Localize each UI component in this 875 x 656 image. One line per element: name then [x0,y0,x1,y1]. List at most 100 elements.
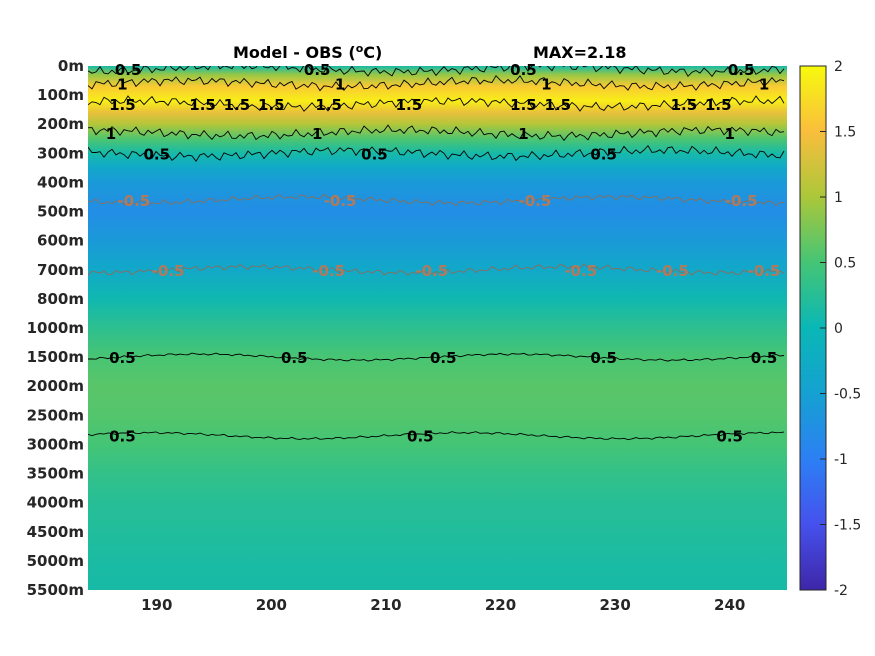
contour-label: 0.5 [109,428,136,446]
contour-label: 1.5 [671,96,698,114]
heatmap-field [88,66,787,590]
chart-title-main: Model - OBS ( [233,43,356,62]
y-tick-label: 400m [37,173,84,191]
chart-title: Model - OBS (oC) [233,42,382,62]
colorbar-tick-label: -2 [834,583,848,599]
contour-label: 1.5 [705,96,732,114]
y-tick-label: 5000m [27,552,84,570]
y-tick-label: 300m [37,144,84,162]
contour-labels: 0.5 0.5 0.5 0.51 1 1 11.5 1.5 1.5 1.5 1.5 1.5 1.5 1.5… [106,61,781,446]
x-tick-label: 220 [485,596,516,614]
y-tick-label: 5500m [27,581,84,599]
x-axis-ticks: 190 200 210 220 230 240 [141,596,745,614]
contour-label: 1.5 [258,96,285,114]
y-tick-label: 500m [37,203,84,221]
contour-label: 1.5 [315,96,342,114]
colorbar-tick-label: -0.5 [834,387,861,403]
contour-label: -0.5 [312,262,345,280]
heatmap-plot-area: 0.5 0.5 0.5 0.51 1 1 11.5 1.5 1.5 1.5 1.5 1.5 1.5 1.5… [88,61,787,590]
contour-label: 0.5 [728,61,755,79]
contour-label: 1.5 [396,96,423,114]
y-axis-ticks: 0m 100m 200m 300m 400m 500m 600m 700m 800m 1000m 1… [27,57,84,599]
contour-lines [88,66,785,441]
contour-label: -0.5 [725,192,758,210]
contour-label: -0.5 [117,192,150,210]
contour-line-negative [88,193,784,207]
x-tick-label: 240 [714,596,745,614]
contour-line [88,74,785,92]
contour-label: 1.5 [545,96,572,114]
contour-label: -0.5 [518,192,551,210]
contour-label: -0.5 [656,262,689,280]
contour-label: 0.5 [590,145,617,163]
contour-line [88,431,785,441]
contour-label: 1 [312,125,322,143]
max-annotation: MAX=2.18 [533,43,627,62]
colorbar-tick-label: 0 [834,321,843,337]
chart-title-unit-tail: C) [363,43,382,62]
colorbar-tick-label: 1.5 [834,125,856,141]
contour-label: 1.5 [224,96,251,114]
y-tick-label: 2500m [27,406,84,424]
colorbar-tick-label: -1 [834,452,848,468]
y-tick-label: 200m [37,115,84,133]
contour-label: -0.5 [748,262,781,280]
colorbar-tick-label: -1.5 [834,518,861,534]
y-tick-label: 600m [37,232,84,250]
contour-label: 0.5 [115,61,142,79]
contour-label: 0.5 [281,349,308,367]
y-tick-label: 4000m [27,494,84,512]
contour-label: 0.5 [590,349,617,367]
contour-label: 1.5 [189,96,216,114]
y-tick-label: 2000m [27,377,84,395]
y-tick-label: 4500m [27,523,84,541]
contour-label: 0.5 [510,61,537,79]
contour-label: 0.5 [407,428,434,446]
chart-title-unit-sup: o [356,42,364,55]
y-tick-label: 800m [37,290,84,308]
contour-label: 1 [117,75,127,93]
colorbar-tick-label: 0.5 [834,256,856,272]
contour-line-negative [88,263,785,276]
contour-label: 1 [724,125,734,143]
contour-label: 1 [759,75,769,93]
contour-line [88,95,785,112]
contour-label: 0.5 [430,349,457,367]
x-tick-label: 210 [370,596,401,614]
y-tick-label: 1500m [27,348,84,366]
y-tick-label: 3000m [27,435,84,453]
contour-label: 0.5 [716,428,743,446]
contour-label: 1.5 [510,96,537,114]
contour-label: 1.5 [109,96,136,114]
contour-label: -0.5 [564,262,597,280]
contour-label: 1 [335,75,345,93]
contour-label: 0.5 [109,349,136,367]
contour-line [88,144,785,162]
contour-label: 0.5 [143,145,170,163]
contour-label: 0.5 [361,145,388,163]
contour-label: -0.5 [415,262,448,280]
contour-label: 1 [106,125,116,143]
x-tick-label: 200 [256,596,287,614]
contour-label: 1 [518,125,528,143]
contour-label: -0.5 [324,192,357,210]
contour-label: 0.5 [304,61,331,79]
x-tick-label: 230 [599,596,630,614]
contour-label: 1 [541,75,551,93]
colorbar-tick-label: 1 [834,190,843,206]
colorbar-tick-label: 2 [834,59,843,75]
contour-line [88,124,785,142]
y-tick-label: 3500m [27,465,84,483]
colorbar-ticks: 2 1.5 1 0.5 0 -0.5 -1 -1.5 -2 [820,59,861,599]
y-tick-label: 100m [37,86,84,104]
contour-label: 0.5 [751,349,778,367]
x-tick-label: 190 [141,596,172,614]
contour-line [88,352,785,362]
colorbar: 2 1.5 1 0.5 0 -0.5 -1 -1.5 -2 [799,59,861,599]
y-tick-label: 700m [37,261,84,279]
y-tick-label: 1000m [27,319,84,337]
contour-label: -0.5 [152,262,185,280]
contour-line [88,66,785,78]
y-tick-label: 0m [58,57,84,75]
